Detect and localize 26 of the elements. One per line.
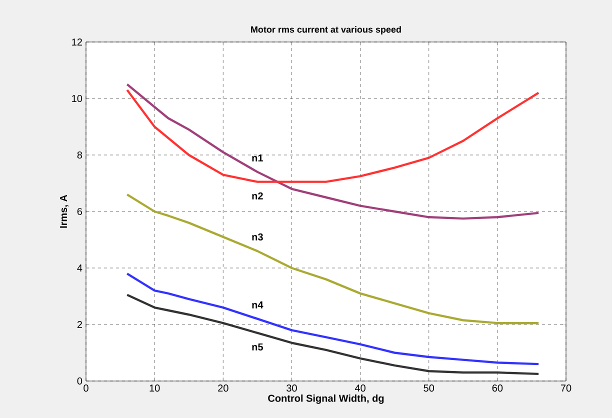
series-label: n3	[252, 233, 263, 241]
x-tick-label: 10	[150, 384, 160, 392]
x-tick-label: 60	[492, 384, 503, 392]
y-tick-label: 6	[77, 208, 82, 216]
series-label: n1	[252, 154, 263, 162]
line-series	[126, 294, 540, 376]
chart-title: Motor rms current at various speed	[251, 26, 401, 34]
y-tick-label: 12	[72, 38, 82, 46]
x-tick-label: 30	[286, 384, 297, 392]
y-tick-label: 8	[77, 151, 82, 159]
line-series	[126, 83, 540, 220]
x-tick-label: 40	[354, 384, 366, 392]
x-tick-label: 50	[424, 384, 434, 392]
y-tick-label: 10	[72, 94, 82, 102]
series-label: n4	[252, 301, 264, 308]
series-label: n2	[252, 192, 263, 200]
x-tick-label: 70	[560, 384, 572, 392]
y-tick-label: 2	[77, 321, 82, 328]
line-series	[126, 193, 540, 324]
x-tick-label: 0	[84, 384, 88, 392]
x-axis-title: Control Signal Width, dg	[268, 394, 384, 404]
series-label: n5	[252, 344, 263, 350]
y-tick-label: 0	[77, 377, 82, 385]
x-tick-label: 20	[218, 384, 228, 392]
y-tick-label: 4	[77, 264, 82, 272]
y-axis-title: Irms, A	[60, 194, 68, 228]
